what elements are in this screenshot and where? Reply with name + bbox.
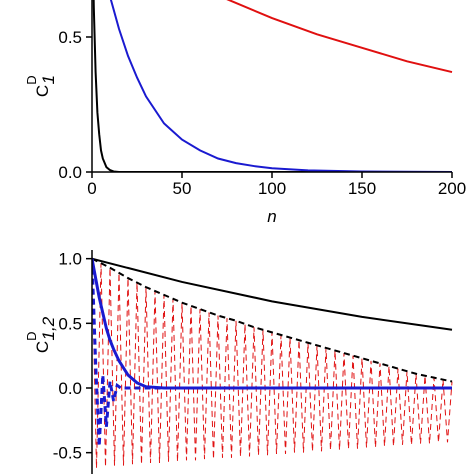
y-tick-label: 0.5 <box>58 28 82 47</box>
plot-area <box>92 257 453 469</box>
plot-area <box>92 0 453 172</box>
data-line <box>226 0 453 74</box>
data-line <box>92 258 453 469</box>
y-axis-label: CD1 <box>24 75 58 97</box>
data-line <box>92 257 453 331</box>
y-tick-label: 1.0 <box>58 250 82 269</box>
x-tick-label: 200 <box>438 179 466 198</box>
y-label-base: C <box>33 85 52 97</box>
x-tick-label: 50 <box>173 179 192 198</box>
y-tick-label: -0.5 <box>53 444 82 463</box>
y-label-sub: 1 <box>39 75 58 84</box>
x-tick-label: 150 <box>348 179 376 198</box>
y-label-sup: D <box>24 331 39 340</box>
x-axis-label: n <box>267 207 276 226</box>
y-axis-label: CD1,2 <box>24 316 58 353</box>
x-tick-label: 0 <box>87 179 96 198</box>
y-tick-label: 0.0 <box>58 163 82 182</box>
x-tick-label: 100 <box>258 179 286 198</box>
y-tick-label: 0.0 <box>58 379 82 398</box>
data-line <box>92 0 452 172</box>
y-label-sub: 1,2 <box>39 316 58 340</box>
data-line <box>92 257 453 383</box>
y-label-sup: D <box>24 75 39 84</box>
data-line <box>109 0 453 172</box>
y-tick-label: 0.5 <box>58 314 82 333</box>
y-label-base: C <box>33 341 52 353</box>
